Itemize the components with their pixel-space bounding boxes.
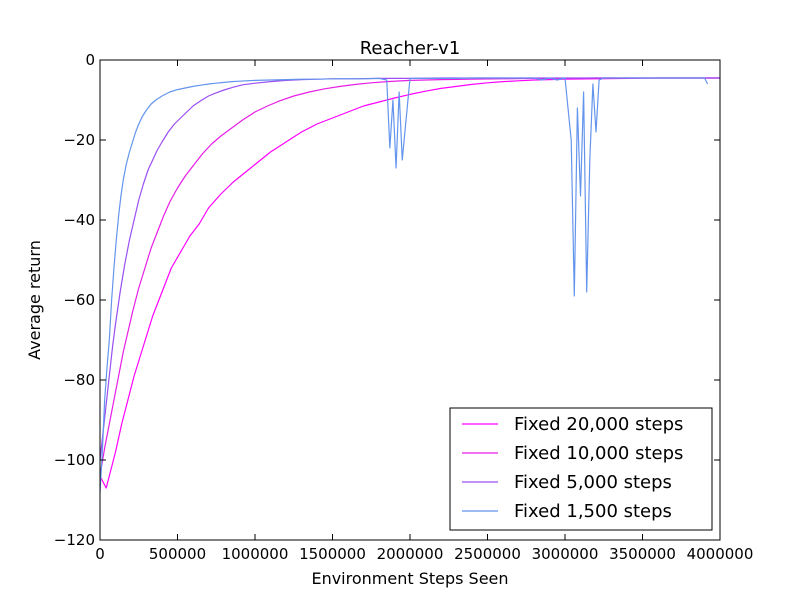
- y-tick-label: −120: [54, 531, 95, 549]
- legend-label-fixed-10000: Fixed 10,000 steps: [514, 443, 683, 464]
- legend-label-fixed-20000: Fixed 20,000 steps: [514, 414, 683, 435]
- x-tick-label: 4000000: [687, 545, 754, 563]
- y-tick-label: −60: [63, 291, 95, 309]
- y-tick-label: −20: [63, 131, 95, 149]
- series-line-2: [99, 77, 720, 461]
- x-tick-label: 500000: [149, 545, 206, 563]
- x-tick-label: 1000000: [222, 545, 289, 563]
- y-tick-label: −80: [63, 371, 95, 389]
- legend-box: [449, 407, 713, 531]
- x-tick-label: 3000000: [532, 545, 599, 563]
- legend-label-fixed-5000: Fixed 5,000 steps: [514, 472, 672, 493]
- y-axis-label: Average return: [25, 240, 44, 360]
- x-tick-label: 1500000: [299, 545, 366, 563]
- series-layer: [99, 77, 720, 493]
- x-tick-label: 2000000: [377, 545, 444, 563]
- x-tick-label: 2500000: [454, 545, 521, 563]
- x-axis-label: Environment Steps Seen: [311, 569, 508, 588]
- series-line-0: [99, 77, 720, 489]
- ticks-layer: 0 500000 1000000 1500000 2000000 2500000 30000…: [54, 51, 754, 563]
- series-line-1: [99, 77, 720, 477]
- y-tick-label: −40: [63, 211, 95, 229]
- legend: Fixed 20,000 steps Fixed 10,000 steps Fi…: [449, 407, 713, 531]
- x-tick-label: 0: [95, 545, 105, 563]
- chart-title: Reacher-v1: [360, 38, 461, 59]
- series-line-3: [99, 77, 709, 493]
- legend-label-fixed-1500: Fixed 1,500 steps: [514, 501, 672, 522]
- y-tick-label: 0: [85, 51, 95, 69]
- plot-frame: [99, 59, 721, 541]
- x-tick-label: 3500000: [609, 545, 676, 563]
- y-tick-label: −100: [54, 451, 95, 469]
